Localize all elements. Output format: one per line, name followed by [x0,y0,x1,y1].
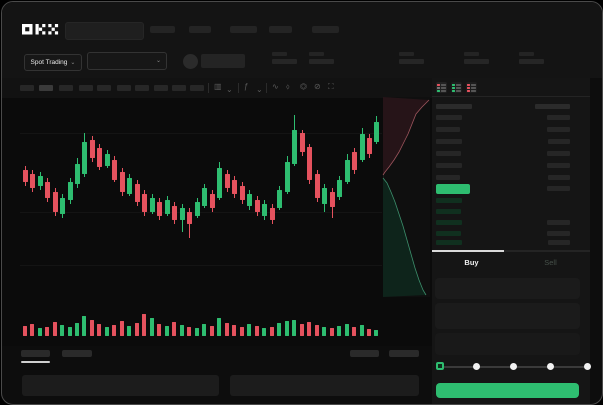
timeframe-button-active[interactable] [39,85,53,91]
timeframe-button[interactable] [154,85,168,91]
orderbook-bar[interactable] [436,240,462,245]
chevron-down-icon[interactable]: ⌄ [226,85,233,94]
bottom-tab[interactable] [62,350,92,357]
slider-handle[interactable] [436,362,444,370]
indicator-icon[interactable]: ƒ [244,82,249,91]
ticker-stat [464,52,489,64]
timeframe-button[interactable] [20,85,34,91]
nav-item-5[interactable] [312,26,339,33]
nav-item-1[interactable] [150,26,175,33]
candle-type-icon[interactable]: ▥ [214,82,222,91]
orderbook-bar[interactable] [436,115,462,120]
toolbar-divider [208,83,209,93]
chevron-down-icon[interactable]: ⌄ [256,85,263,94]
orderbook-bar[interactable] [547,231,570,236]
market-type-selector[interactable]: Spot Trading ⌄ [24,54,82,71]
orderbook-bar[interactable] [436,175,460,180]
book-split-icon[interactable] [436,82,447,93]
orderbook-bar[interactable] [547,151,570,156]
ticker-stat [399,52,424,64]
bottom-panel-right[interactable] [230,375,419,396]
buy-tab-indicator [432,250,504,252]
orderbook-bar[interactable] [436,104,472,109]
amount-slider[interactable] [436,362,591,370]
bottom-tab[interactable] [389,350,419,357]
timeframe-button[interactable] [117,85,131,91]
slider-stop[interactable] [510,363,517,370]
bottom-tabs-row [2,350,432,364]
amount-field[interactable] [435,303,580,329]
orderbook-bar[interactable] [436,220,462,225]
timeframe-button[interactable] [59,85,73,91]
pair-name-placeholder [201,54,245,68]
fullscreen-icon[interactable]: ⛶ [328,82,334,91]
book-bids-icon[interactable] [451,82,462,93]
orderbook-bar[interactable] [548,175,570,180]
search-input[interactable] [65,22,144,40]
orderbook-bar[interactable] [548,240,570,245]
buy-button[interactable] [436,383,579,398]
chevron-down-icon: ⌄ [70,59,76,66]
toolbar-divider [238,83,239,93]
orderbook-trade-panel: Buy Sell [432,78,591,404]
orderbook-bar[interactable] [548,139,570,144]
orderbook-bar[interactable] [436,139,462,144]
orderbook-bar[interactable] [436,184,470,194]
orderbook-bar[interactable] [436,231,461,236]
timeframe-button[interactable] [172,85,186,91]
bottom-tab-underline [21,361,50,363]
orderbook-bar[interactable] [547,163,570,168]
okx-logo [22,24,59,35]
orderbook-bar[interactable] [547,220,570,225]
nav-item-3[interactable] [230,26,257,33]
pair-selector[interactable]: ⌄ [87,52,167,70]
draw-icon[interactable]: ⬨ [286,82,290,91]
ticker-stat [272,52,297,64]
top-nav-bar [2,2,602,46]
toolbar-divider [266,83,267,93]
orderbook-bar[interactable] [547,115,570,120]
orderbook-bar[interactable] [436,198,462,203]
panel-divider [432,96,590,97]
sub-header: Spot Trading ⌄ ⌄ [2,46,602,78]
tab-buy[interactable]: Buy [464,258,479,267]
orderbook-bar[interactable] [547,127,570,132]
wave-icon[interactable]: ∿ [272,82,279,91]
bottom-panels-row [2,375,432,397]
camera-icon[interactable]: ⏣ [300,82,307,91]
bottom-panel-left[interactable] [22,375,219,396]
tab-sell[interactable]: Sell [544,258,557,267]
orderbook-bar[interactable] [436,163,462,168]
slider-stop[interactable] [546,363,554,370]
orderbook-bar[interactable] [436,127,460,132]
tab-indicator-track [432,250,590,252]
nav-item-4[interactable] [269,26,292,33]
price-field[interactable] [435,278,580,299]
orderbook-bar[interactable] [547,186,570,191]
nav-item-2[interactable] [189,26,211,33]
orderbook-bar[interactable] [436,209,461,214]
timeframe-button[interactable] [135,85,149,91]
slider-stop[interactable] [583,363,591,370]
timeframe-button[interactable] [97,85,111,91]
pair-avatar [183,54,198,69]
ticker-stat [519,52,544,64]
orderbook-bar[interactable] [535,104,570,109]
ticker-stat [309,52,334,64]
slider-stop[interactable] [473,363,481,370]
bottom-tab[interactable] [350,350,379,357]
clock-icon[interactable]: ⊘ [314,82,321,91]
book-asks-icon[interactable] [466,82,477,93]
timeframe-button[interactable] [79,85,93,91]
bottom-tab-active[interactable] [21,350,50,357]
market-type-label: Spot Trading [30,59,68,66]
total-field[interactable] [435,333,580,355]
timeframe-button[interactable] [190,85,204,91]
chart-toolbar: ▥ ⌄ ƒ ⌄ ∿ ⬨ ⏣ ⊘ ⛶ [2,78,432,98]
orderbook-bar[interactable] [436,151,461,156]
chevron-down-icon: ⌄ [155,58,161,64]
